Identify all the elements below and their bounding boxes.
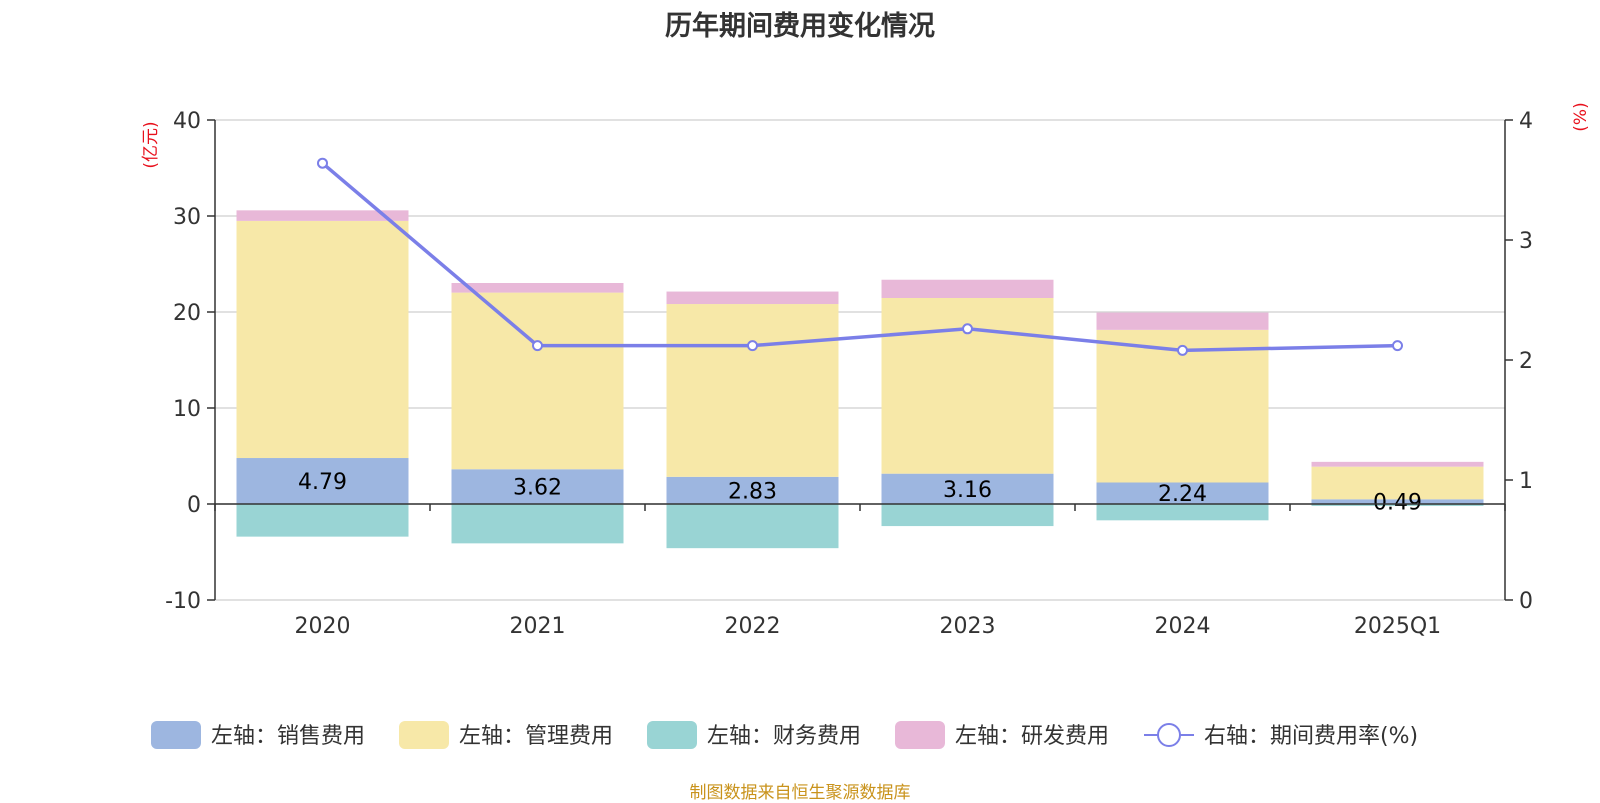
bar xyxy=(451,469,624,504)
bar xyxy=(1311,504,1484,506)
left-axis-unit-label: (亿元) xyxy=(141,121,161,168)
left-tick-label: 30 xyxy=(173,205,201,230)
rate-point xyxy=(962,323,973,335)
bar xyxy=(1311,499,1484,504)
left-tick-label: 0 xyxy=(187,493,201,518)
data-label: 2.83 xyxy=(728,479,777,504)
bar xyxy=(451,292,624,470)
right-axis-unit-label: (%) xyxy=(1571,102,1591,131)
legend-label: 左轴：财务费用 xyxy=(707,724,861,749)
legend-swatch xyxy=(151,721,201,749)
chart-title: 历年期间费用变化情况 xyxy=(665,11,935,42)
source-note: 制图数据来自恒生聚源数据库 xyxy=(689,783,911,803)
rate-point xyxy=(1177,344,1188,356)
bar xyxy=(451,283,624,293)
bar xyxy=(881,279,1054,298)
bar xyxy=(1096,482,1269,504)
rate-point xyxy=(532,340,543,352)
category-label: 2025Q1 xyxy=(1354,614,1441,639)
rate-point xyxy=(747,340,758,352)
bar xyxy=(666,291,839,305)
bar xyxy=(236,210,409,221)
legend-swatch xyxy=(647,721,697,749)
legend-label: 左轴：研发费用 xyxy=(955,724,1109,749)
category-label: 2024 xyxy=(1155,614,1211,639)
right-tick-label: 2 xyxy=(1519,349,1533,374)
category-label: 2021 xyxy=(510,614,566,639)
bar xyxy=(451,504,624,544)
rate-line xyxy=(321,161,1398,353)
right-tick-label: 4 xyxy=(1519,109,1533,134)
right-tick-label: 3 xyxy=(1519,229,1533,254)
left-tick-label: -10 xyxy=(165,589,201,614)
legend-swatch xyxy=(895,721,945,749)
bar xyxy=(236,504,409,537)
bar xyxy=(1311,466,1484,500)
bar xyxy=(1096,504,1269,521)
data-label: 3.16 xyxy=(943,478,992,503)
bar xyxy=(881,504,1054,527)
left-tick-label: 20 xyxy=(173,301,201,326)
data-label: 3.62 xyxy=(513,476,562,501)
bar xyxy=(236,220,409,459)
data-label: 0.49 xyxy=(1373,491,1422,516)
legend-swatch xyxy=(399,721,449,749)
legend-label: 右轴：期间费用率(%) xyxy=(1204,724,1418,749)
data-label: 2.24 xyxy=(1158,482,1207,507)
rate-point xyxy=(317,157,328,169)
bar xyxy=(666,476,839,504)
left-tick-label: 40 xyxy=(173,109,201,134)
bar xyxy=(1311,461,1484,467)
category-label: 2023 xyxy=(940,614,996,639)
bar xyxy=(666,304,839,477)
right-tick-label: 0 xyxy=(1519,589,1533,614)
legend-marker xyxy=(1157,723,1181,747)
bar xyxy=(1096,312,1269,330)
legend-label: 左轴：管理费用 xyxy=(459,724,613,749)
right-tick-label: 1 xyxy=(1519,469,1533,494)
legend-label: 左轴：销售费用 xyxy=(211,724,365,749)
bar xyxy=(236,458,409,504)
rate-point xyxy=(1392,340,1403,352)
bar xyxy=(881,473,1054,504)
data-label: 4.79 xyxy=(298,470,347,495)
left-tick-label: 10 xyxy=(173,397,201,422)
category-label: 2022 xyxy=(725,614,781,639)
category-label: 2020 xyxy=(295,614,351,639)
bar xyxy=(666,504,839,549)
